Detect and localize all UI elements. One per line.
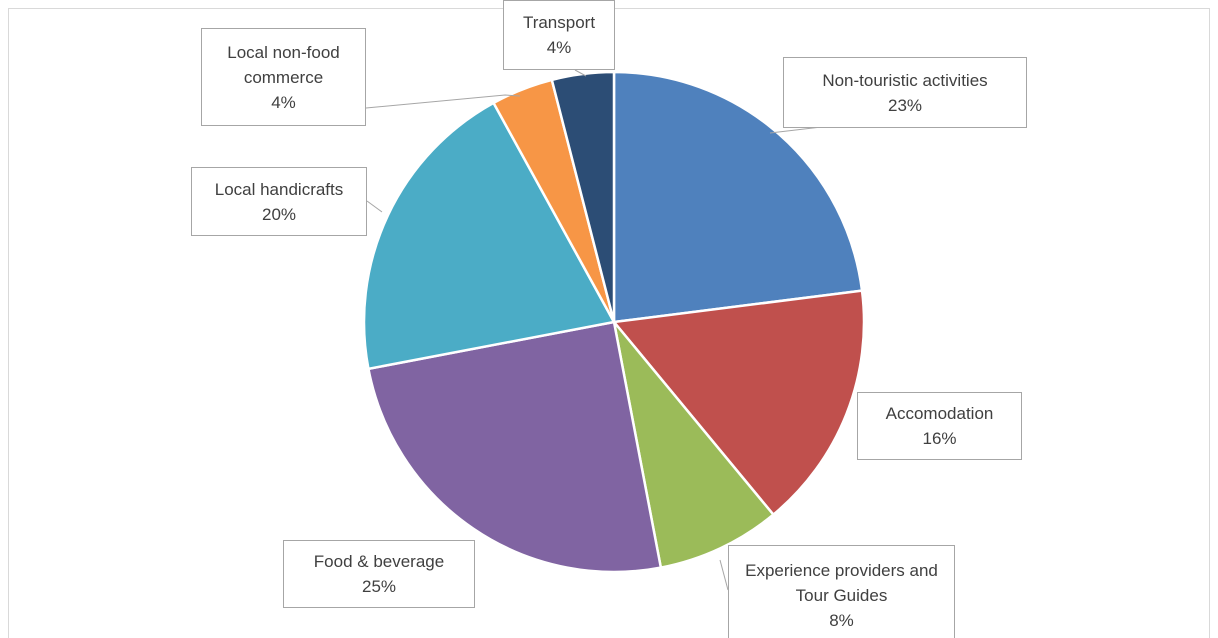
leader-line (574, 69, 587, 77)
slice-name: Food & beverage (313, 552, 445, 571)
pie-slice (611, 289, 866, 517)
slice-name: Local handicrafts (214, 179, 344, 199)
slice-value: 8% (829, 610, 854, 630)
slice-name: Accomodation (885, 404, 994, 423)
leader-line (365, 94, 521, 109)
slice-name: Experience providers and Tour Guides (745, 560, 938, 605)
slice-value: 25% (361, 577, 397, 596)
slice-name: Transport (522, 13, 596, 32)
pie (362, 70, 866, 574)
leader-line (719, 559, 729, 591)
slice-name: Non-touristic activities (822, 70, 988, 90)
slice-value: 4% (271, 92, 296, 112)
pie-slice (362, 101, 616, 371)
data-label: Local handicrafts 20% (191, 167, 367, 236)
pie-slice (612, 70, 864, 324)
slice-value: 23% (887, 95, 923, 115)
slice-name: Local non-food commerce (227, 42, 340, 87)
data-label: Food & beverage 25% (283, 540, 475, 608)
leader-line (366, 200, 383, 213)
data-label: Non-touristic activities 23% (783, 57, 1027, 128)
slice-value: 20% (261, 204, 297, 224)
pie-slice (612, 321, 776, 570)
data-label: Experience providers and Tour Guides 8% (728, 545, 955, 638)
data-label: Local non-food commerce 4% (201, 28, 366, 126)
slice-value: 4% (546, 38, 572, 57)
pie-slice (366, 320, 663, 574)
data-label: Accomodation 16% (857, 392, 1022, 460)
slice-value: 16% (922, 429, 957, 448)
data-label: Transport 4% (503, 0, 615, 70)
